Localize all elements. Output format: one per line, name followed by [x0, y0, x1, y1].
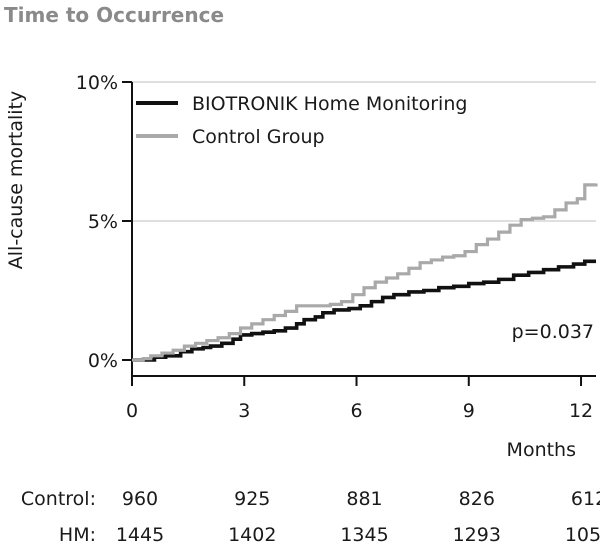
legend-label-control: Control Group	[192, 126, 325, 148]
axes	[122, 81, 596, 386]
risk-cell-1-1: 1402	[228, 524, 276, 546]
risk-cell-1-2: 1345	[340, 524, 388, 546]
series-line-control	[132, 183, 598, 362]
legend-label-home-monitoring: BIOTRONIK Home Monitoring	[192, 93, 467, 115]
risk-cell-1-4: 1054	[565, 524, 600, 546]
x-tick-label-3: 3	[238, 400, 250, 422]
y-tick-labels: 0% 5% 10%	[76, 72, 118, 372]
y-tick-label-0: 0%	[88, 350, 118, 372]
risk-cell-0-1: 925	[234, 488, 270, 510]
legend: BIOTRONIK Home Monitoring Control Group	[136, 93, 467, 148]
risk-cell-0-0: 960	[122, 488, 158, 510]
x-tick-label-0: 0	[126, 400, 138, 422]
y-axis-label: All-cause mortality	[5, 91, 27, 269]
risk-cell-0-3: 826	[459, 488, 495, 510]
p-value-annotation: p=0.037	[512, 321, 594, 343]
risk-cell-0-4: 612	[571, 488, 600, 510]
x-tick-label-9: 9	[463, 400, 475, 422]
risk-cell-1-0: 1445	[116, 524, 164, 546]
risk-row-label-0: Control:	[21, 488, 96, 510]
risk-table: Control: 960 925 881 826 612 HM: 1445 1402 1345 12…	[21, 488, 600, 546]
x-axis-label: Months	[507, 439, 576, 461]
x-tick-label-6: 6	[350, 400, 362, 422]
x-tick-labels: 0 3 6 9 12	[126, 400, 593, 422]
y-tick-label-5: 5%	[88, 211, 118, 233]
y-tick-label-10: 10%	[76, 72, 118, 94]
series-lines	[132, 183, 598, 362]
chart-title: Time to Occurrence	[4, 3, 224, 27]
x-tick-label-12: 12	[569, 400, 593, 422]
series-line-home-monitoring	[132, 259, 596, 362]
risk-cell-0-2: 881	[346, 488, 382, 510]
risk-row-label-1: HM:	[59, 524, 96, 546]
gridlines	[132, 81, 596, 222]
risk-cell-1-3: 1293	[453, 524, 501, 546]
